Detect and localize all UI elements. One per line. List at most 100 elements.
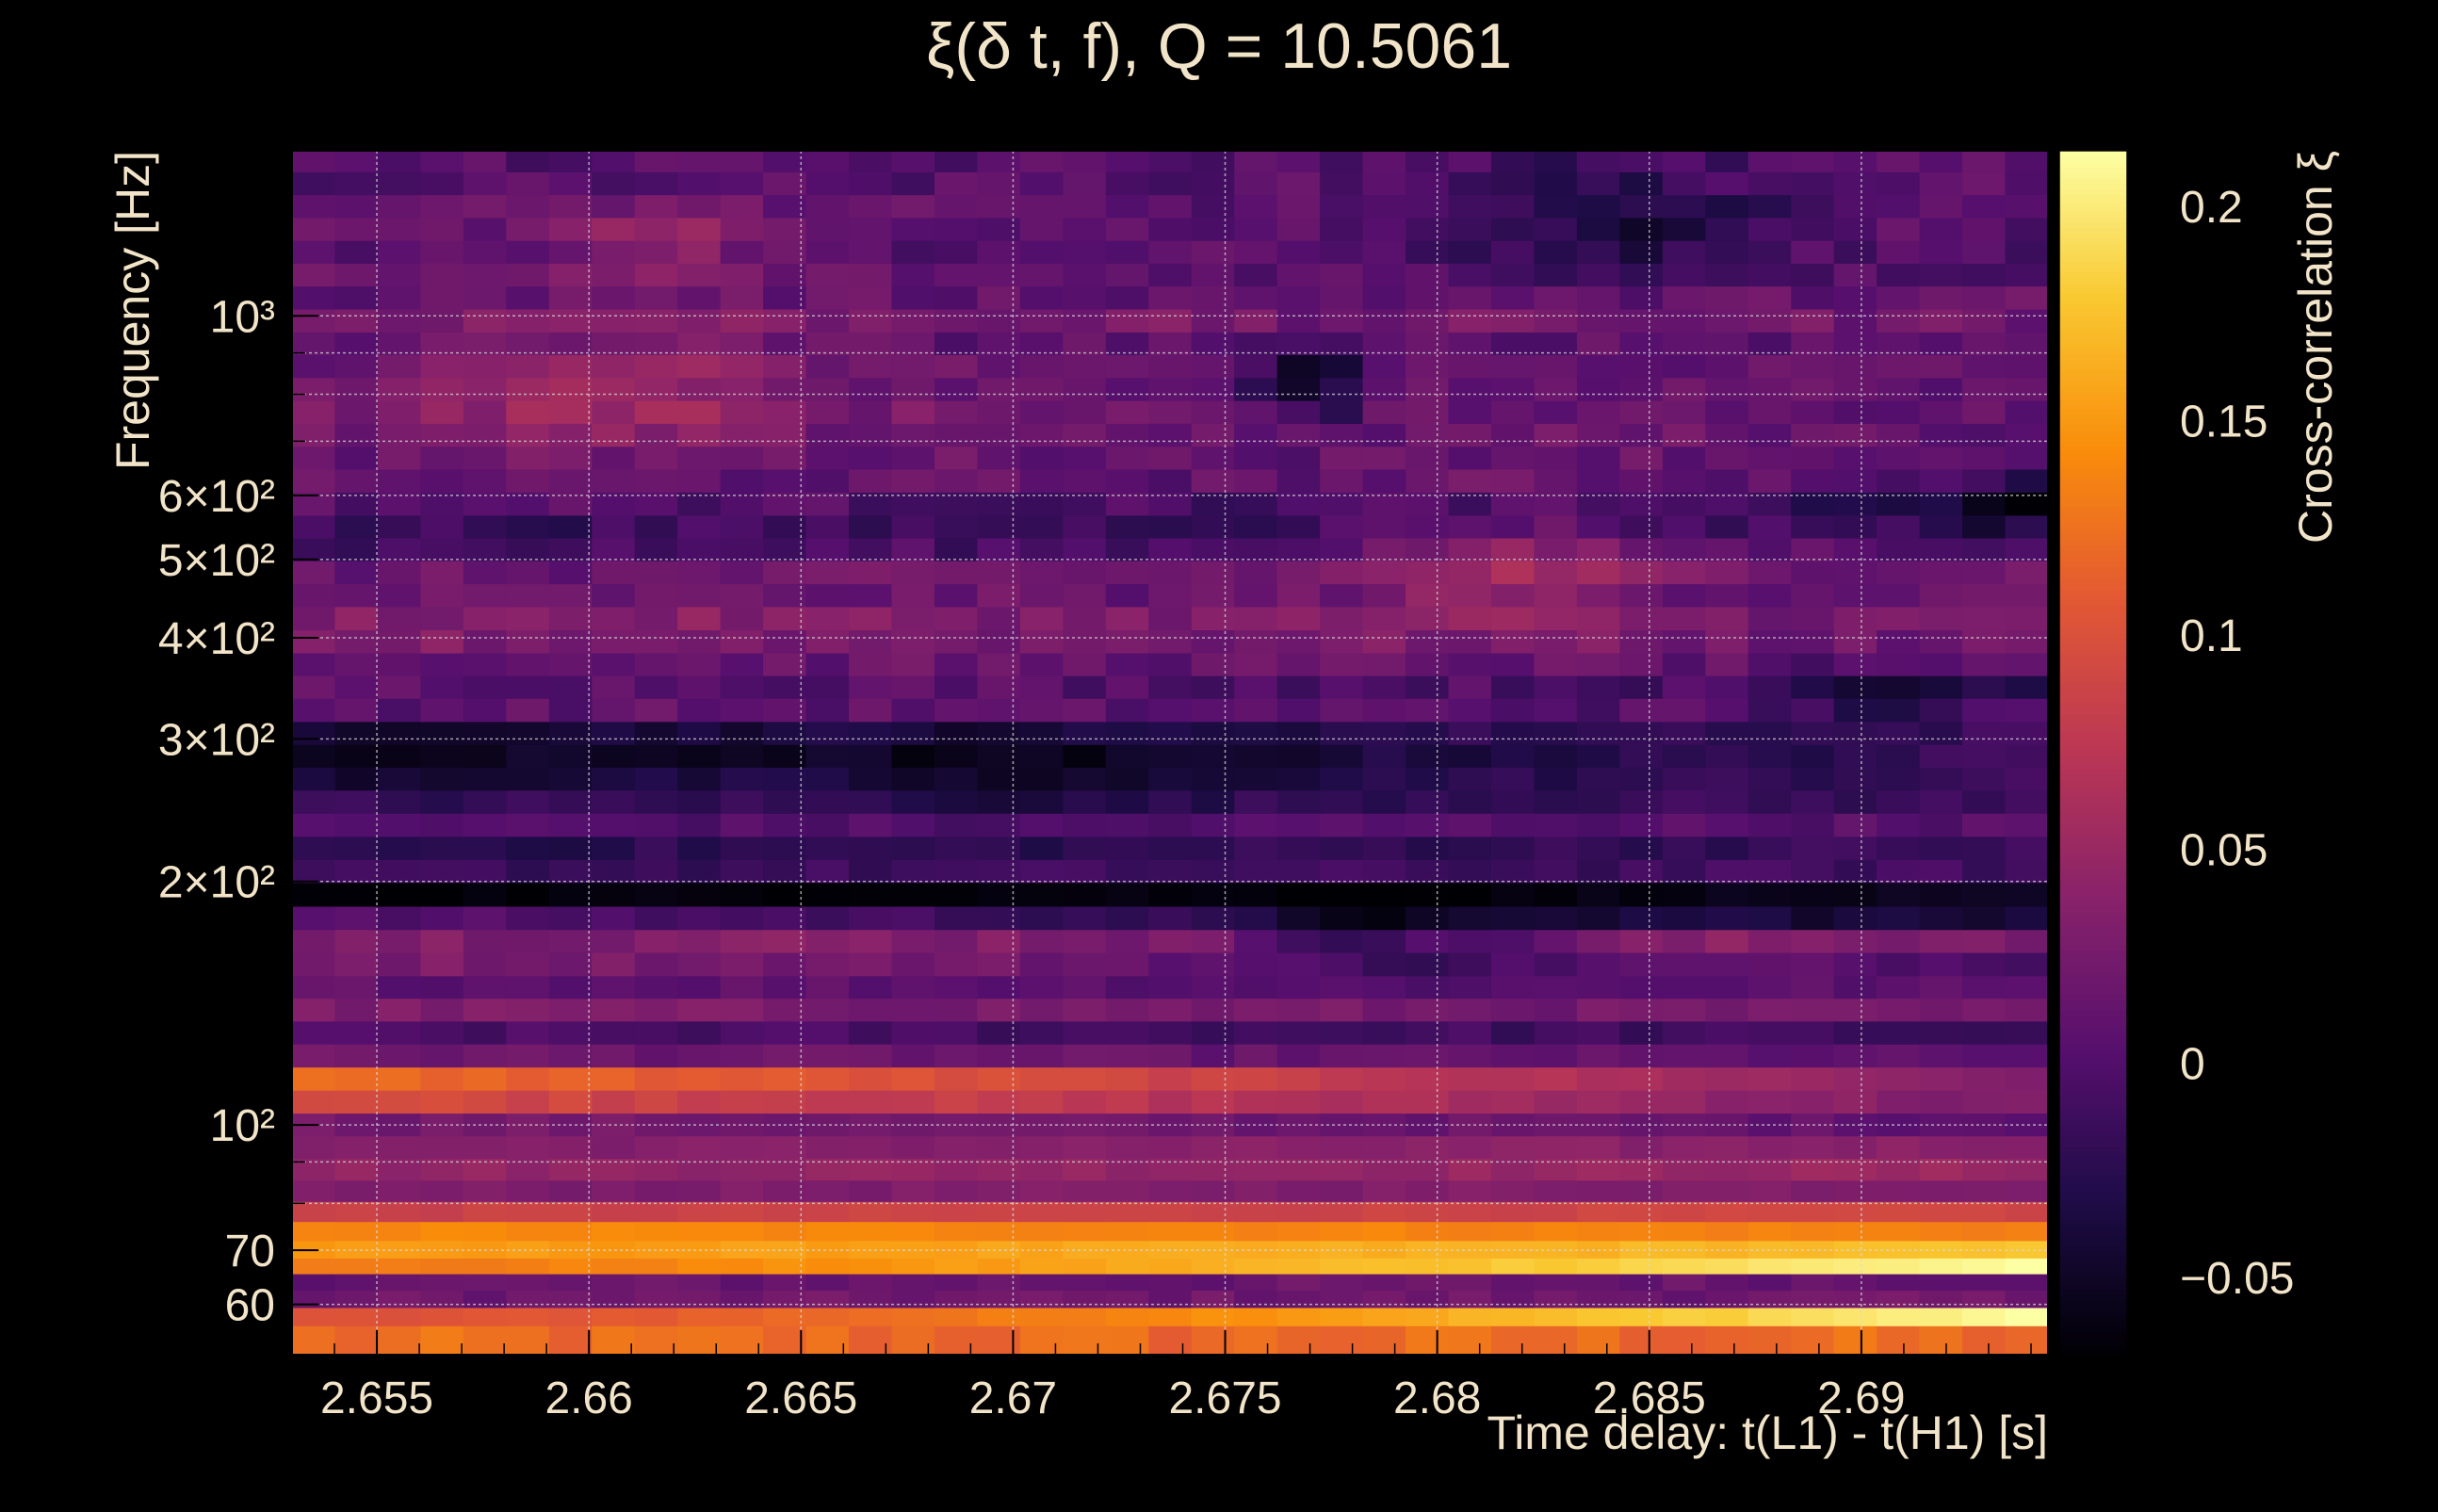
heatmap-cell xyxy=(1105,171,1149,196)
heatmap-cell xyxy=(934,836,979,860)
heatmap-cell xyxy=(1448,171,1492,196)
heatmap-cell xyxy=(1877,263,1921,287)
heatmap-cell xyxy=(334,905,379,931)
heatmap-cell xyxy=(1534,514,1578,539)
heatmap-cell xyxy=(1148,1179,1193,1202)
heatmap-cell xyxy=(506,537,550,561)
heatmap-cell xyxy=(1320,1201,1364,1223)
colorbar-segment xyxy=(2059,966,2127,973)
heatmap-cell xyxy=(1619,767,1664,791)
heatmap-cell xyxy=(548,1274,593,1292)
heatmap-cell xyxy=(891,652,935,676)
heatmap-cell xyxy=(677,1325,722,1356)
heatmap-cell xyxy=(1919,1274,1963,1292)
heatmap-cell xyxy=(1448,1325,1492,1356)
heatmap-cell xyxy=(1791,354,1835,379)
heatmap-cell xyxy=(1234,561,1278,585)
heatmap-cell xyxy=(1406,1020,1450,1045)
heatmap-cell xyxy=(849,1179,893,1202)
heatmap-cell xyxy=(548,721,593,745)
heatmap-cell xyxy=(334,1258,379,1275)
colorbar-segment xyxy=(2059,878,2127,886)
heatmap-cell xyxy=(292,377,336,401)
heatmap-cell xyxy=(2005,629,2049,654)
colorbar-segment xyxy=(2059,769,2127,776)
heatmap-cell xyxy=(420,698,464,723)
heatmap-cell xyxy=(1747,583,1792,608)
heatmap-cell xyxy=(1362,194,1406,219)
heatmap-cell xyxy=(506,882,550,907)
heatmap-cell xyxy=(1619,789,1664,814)
heatmap-cell xyxy=(1619,171,1664,196)
heatmap-cell xyxy=(891,446,935,470)
heatmap-cell xyxy=(1791,1258,1835,1275)
heatmap-cell xyxy=(934,698,979,723)
heatmap-cell xyxy=(1962,1274,2007,1292)
heatmap-cell xyxy=(1534,194,1578,219)
heatmap-cell xyxy=(506,171,550,196)
colorbar-segment xyxy=(2059,839,2127,847)
heatmap-cell xyxy=(977,1221,1021,1242)
heatmap-cell xyxy=(1490,629,1536,654)
colorbar-segment xyxy=(2059,1065,2127,1071)
heatmap-cell xyxy=(1019,583,1064,608)
heatmap-cell xyxy=(1362,698,1406,723)
heatmap-cell xyxy=(977,171,1021,196)
colorbar-segment xyxy=(2059,572,2127,578)
heatmap-cell xyxy=(849,354,893,379)
heatmap-cell xyxy=(506,629,550,654)
heatmap-cell xyxy=(1448,1135,1492,1160)
heatmap-cell xyxy=(1705,354,1749,379)
heatmap-cell xyxy=(1576,446,1620,470)
heatmap-cell xyxy=(1534,377,1578,401)
heatmap-cell xyxy=(1662,1274,1706,1292)
heatmap-cell xyxy=(677,789,722,814)
heatmap-cell xyxy=(1662,263,1706,287)
heatmap-cell xyxy=(1619,240,1664,264)
heatmap-cell xyxy=(1191,217,1235,241)
heatmap-cell xyxy=(420,606,464,631)
heatmap-cell xyxy=(1448,951,1492,977)
heatmap-cell xyxy=(1919,263,1963,287)
heatmap-cell xyxy=(1448,882,1492,907)
heatmap-cell xyxy=(720,1135,764,1160)
colorbar-segment xyxy=(2059,621,2127,628)
heatmap-cell xyxy=(634,332,678,356)
heatmap-cell xyxy=(506,721,550,745)
heatmap-cell xyxy=(1705,308,1749,333)
colorbar-segment xyxy=(2059,1305,2127,1312)
heatmap-cell xyxy=(1105,1066,1149,1091)
heatmap-cell xyxy=(1962,744,2007,768)
heatmap-cell xyxy=(1705,1221,1749,1242)
heatmap-cell xyxy=(934,1307,979,1326)
heatmap-cell xyxy=(1105,905,1149,931)
heatmap-cell xyxy=(634,1090,678,1114)
heatmap-cell xyxy=(1362,721,1406,745)
heatmap-cell xyxy=(463,975,507,1000)
heatmap-cell xyxy=(2005,882,2049,907)
heatmap-cell xyxy=(677,675,722,699)
heatmap-cell xyxy=(1619,217,1664,241)
heatmap-cell xyxy=(1534,721,1578,745)
heatmap-cell xyxy=(1234,698,1278,723)
heatmap-cell xyxy=(891,1135,935,1160)
y-axis-label: Frequency [Hz] xyxy=(106,151,159,470)
heatmap-cell xyxy=(891,1090,935,1114)
heatmap-cell xyxy=(1448,813,1492,837)
colorbar-segment xyxy=(2059,391,2127,398)
heatmap-cell xyxy=(1962,721,2007,745)
heatmap-cell xyxy=(1534,882,1578,907)
heatmap-cell xyxy=(1276,675,1321,699)
heatmap-cell xyxy=(506,1240,550,1259)
heatmap-cell xyxy=(634,1221,678,1242)
heatmap-cell xyxy=(1877,354,1921,379)
heatmap-cell xyxy=(292,698,336,723)
heatmap-cell xyxy=(634,721,678,745)
heatmap-cell xyxy=(977,537,1021,561)
heatmap-cell xyxy=(1534,606,1578,631)
heatmap-cells xyxy=(292,151,2049,1356)
heatmap-cell xyxy=(292,1158,336,1181)
heatmap-cell xyxy=(1320,151,1364,172)
heatmap-cell xyxy=(720,721,764,745)
heatmap-cell xyxy=(420,1044,464,1068)
